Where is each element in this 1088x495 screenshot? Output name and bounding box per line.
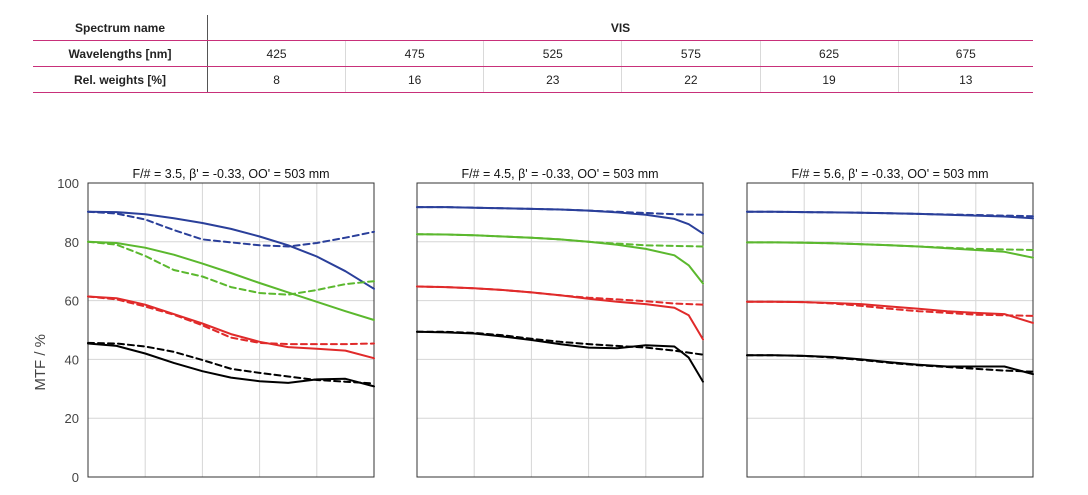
plot-frame	[746, 182, 1034, 478]
mtf-curve-solid	[416, 206, 704, 235]
weight-cell: 23	[483, 66, 622, 93]
weight-cell: 8	[206, 66, 346, 93]
mtf-curve-dashed	[416, 285, 704, 306]
y-tick-label: 80	[65, 235, 79, 250]
mtf-curve-dashed	[416, 233, 704, 248]
spectrum-name-label: Spectrum name	[33, 15, 208, 41]
weight-cell: 16	[345, 66, 484, 93]
mtf-curve-dashed	[746, 354, 1034, 373]
mtf-curve-dashed	[746, 210, 1034, 218]
mtf-curve-dashed	[87, 240, 375, 296]
y-tick-label: 60	[65, 294, 79, 309]
y-axis-label: MTF / %	[32, 334, 49, 391]
spectrum-name-row: Spectrum name VIS	[33, 15, 1033, 41]
mtf-curve-solid	[87, 295, 375, 360]
chart-title: F/# = 5.6, β' = -0.33, OO' = 503 mm	[791, 167, 988, 181]
wavelengths-row: Wavelengths [nm] 425 475 525 575 625 675	[33, 40, 1033, 67]
y-tick-label: 20	[65, 411, 79, 426]
mtf-curve-dashed	[416, 206, 704, 216]
spectrum-value: VIS	[207, 15, 1033, 41]
chart-title: F/# = 3.5, β' = -0.33, OO' = 503 mm	[132, 167, 329, 181]
wavelength-cell: 675	[897, 40, 1033, 67]
wavelengths-label: Wavelengths [nm]	[33, 40, 208, 67]
spectrum-table: Spectrum name VIS Wavelengths [nm] 425 4…	[33, 15, 1033, 93]
wavelength-cell: 625	[759, 40, 899, 67]
y-tick-label: 0	[72, 470, 79, 485]
y-tick-label: 100	[57, 176, 79, 191]
mtf-curve-dashed	[746, 300, 1034, 317]
mtf-curve-solid	[87, 240, 375, 321]
weight-cell: 22	[621, 66, 760, 93]
mtf-curve-dashed	[746, 241, 1034, 251]
mtf-curve-dashed	[87, 210, 375, 248]
weight-cell: 13	[897, 66, 1033, 93]
mtf-curve-solid	[87, 210, 375, 290]
mtf-curve-solid	[87, 342, 375, 388]
wavelength-cell: 575	[621, 40, 760, 67]
y-tick-label: 40	[65, 352, 79, 367]
weights-label: Rel. weights [%]	[33, 66, 208, 93]
weights-row: Rel. weights [%] 8 16 23 22 19 13	[33, 66, 1033, 93]
mtf-curve-solid	[746, 300, 1034, 324]
wavelength-cell: 475	[345, 40, 484, 67]
plot-frame	[416, 182, 704, 478]
mtf-curve-dashed	[87, 295, 375, 346]
mtf-curve-solid	[416, 330, 704, 383]
chart-title: F/# = 4.5, β' = -0.33, OO' = 503 mm	[461, 167, 658, 181]
mtf-curve-dashed	[87, 341, 375, 385]
mtf-curve-dashed	[416, 330, 704, 356]
weight-cell: 19	[759, 66, 899, 93]
mtf-curve-solid	[746, 354, 1034, 376]
wavelength-cell: 425	[206, 40, 346, 67]
wavelength-cell: 525	[483, 40, 622, 67]
plot-frame	[87, 182, 375, 478]
